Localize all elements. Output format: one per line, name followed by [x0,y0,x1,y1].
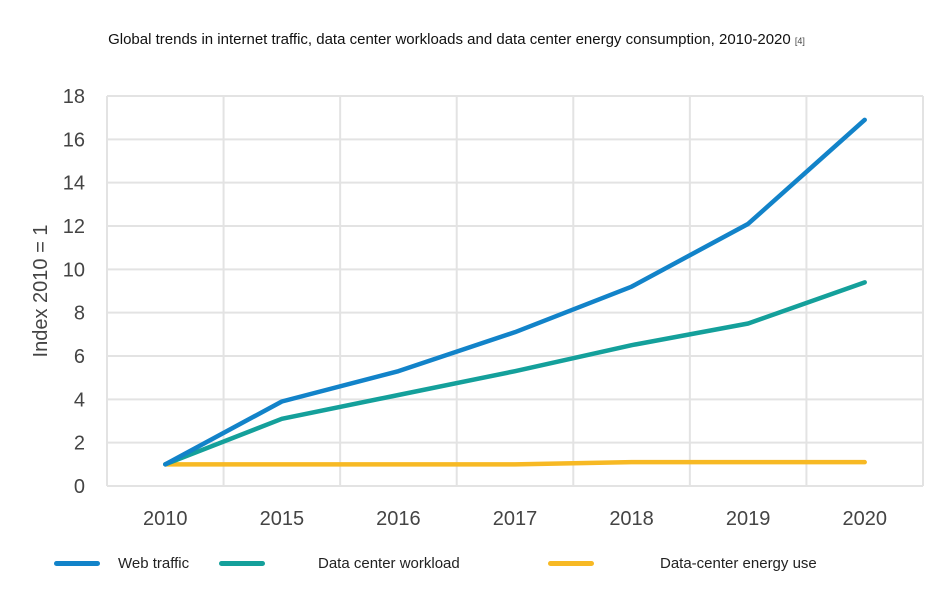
series-line-data-center-energy-use [163,459,867,467]
y-tick-label: 2 [74,433,85,455]
y-tick-label: 10 [63,259,85,281]
x-tick-label: 2016 [376,508,421,530]
x-tick-label: 2020 [842,508,887,530]
title-reference: [4] [794,36,805,46]
legend-swatch [54,561,100,566]
y-tick-label: 14 [63,173,85,195]
legend-label: Data-center energy use [660,555,817,572]
y-axis-label: Index 2010 = 1 [30,225,52,358]
y-tick-label: 0 [74,476,85,498]
series-line-web-traffic [163,117,867,467]
x-tick-label: 2019 [726,508,771,530]
legend-item-web-traffic: Web traffic [54,555,189,572]
legend-swatch [548,561,594,566]
y-tick-label: 8 [74,303,85,325]
y-tick-label: 4 [74,389,85,411]
x-tick-label: 2018 [609,508,654,530]
legend-item-data-center-workload: Data center workload [219,555,460,572]
x-tick-label: 2015 [260,508,305,530]
x-tick-label: 2010 [143,508,188,530]
legend-label: Web traffic [118,555,190,572]
y-tick-label: 18 [63,86,85,108]
legend-swatch [219,561,265,566]
x-tick-label: 2017 [493,508,538,530]
series-line-data-center-workload [163,280,867,467]
chart-title: Global trends in internet traffic, data … [108,31,805,48]
y-tick-label: 12 [63,216,85,238]
y-tick-label: 6 [74,346,85,368]
legend-item-energy-use: Data-center energy use [548,555,817,572]
y-tick-label: 16 [63,129,85,151]
legend-label: Data center workload [318,555,460,572]
